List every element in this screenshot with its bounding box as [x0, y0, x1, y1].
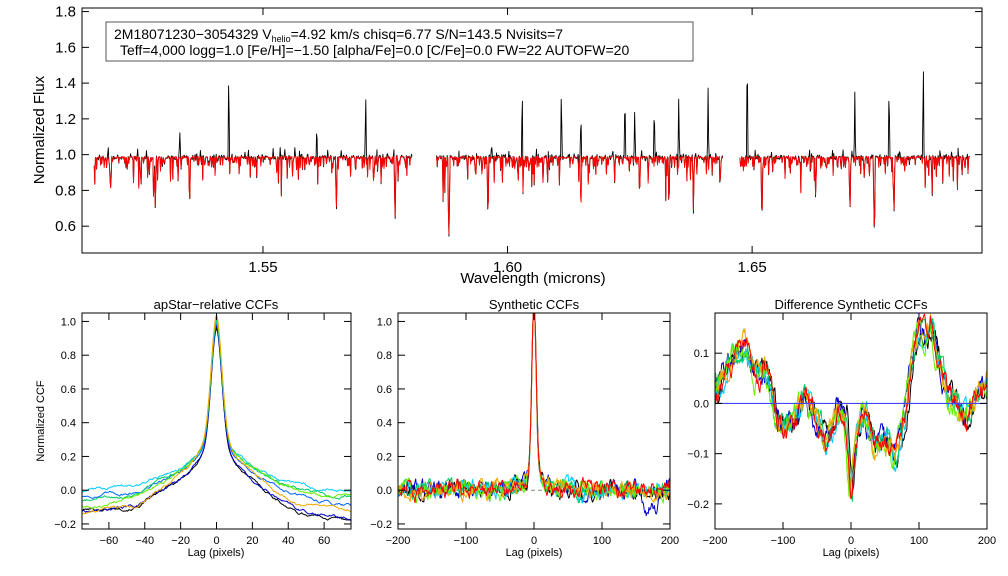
spectrum-synthetic-chip-1 — [93, 155, 413, 217]
synthetic-ccf-ytick-label: 0.2 — [377, 451, 392, 463]
synthetic-ccf-xtick-label: 200 — [661, 535, 679, 547]
spectrum-y-label: Normalized Flux — [31, 75, 48, 184]
apstar-ccf-y-label: Normalized CCF — [35, 380, 47, 462]
annotation-line-1: 2M18071230−3054329 Vhelio=4.92 km/s chis… — [114, 26, 563, 44]
diff-ccf-title: Difference Synthetic CCFs — [775, 297, 928, 312]
apstar-ccf-ytick-label: −0.2 — [54, 519, 76, 531]
spectrum-annotation: 2M18071230−3054329 Vhelio=4.92 km/s chis… — [105, 21, 694, 62]
diff-ccf-ytick-label: 0.0 — [694, 398, 709, 410]
annotation-line-1-post: =4.92 km/s chisq=6.77 S/N=143.5 Nvisits=… — [291, 26, 564, 42]
diff-ccf-ytick-label: 0.1 — [694, 348, 709, 360]
apstar-ccf-xtick-label: 40 — [282, 535, 294, 547]
apstar-ccf-ytick-label: 1.0 — [61, 316, 76, 328]
spectrum-ytick-label: 0.8 — [55, 182, 76, 199]
synthetic-ccf-ticks: −200 −100 0 100 200 −0.2 0.0 0.2 0.4 0.6 0.8 1.0 — [370, 313, 679, 547]
apstar-ccf-series-4 — [81, 320, 352, 493]
synthetic-ccf-xtick-label: −100 — [454, 535, 479, 547]
synthetic-ccf-ytick-label: 0.8 — [377, 350, 392, 362]
apstar-ccf-xtick-label: 20 — [246, 535, 258, 547]
diff-ccf-xtick-label: 200 — [978, 535, 996, 547]
apstar-ccf-series-1 — [81, 327, 352, 522]
synthetic-ccf-xtick-label: −200 — [386, 535, 411, 547]
diff-ccf-series-7 — [714, 313, 988, 500]
synthetic-ccf-ytick-label: 0.6 — [377, 384, 392, 396]
annotation-line-1-pre: 2M18071230−3054329 V — [114, 26, 272, 42]
apstar-ccf-ytick-label: 0.4 — [61, 418, 76, 430]
synthetic-ccf-ytick-label: 1.0 — [377, 316, 392, 328]
apstar-ccf-ticks: −60 −40 −20 0 20 40 60 −0.2 0.0 0.2 0.4 0.6 0.8 1.0 — [54, 313, 351, 547]
apstar-ccf-xtick-label: −40 — [135, 535, 154, 547]
synthetic-ccf-ytick-label: 0.4 — [377, 418, 392, 430]
synthetic-ccf-title: Synthetic CCFs — [489, 297, 580, 312]
spectrum-ytick-label: 1.4 — [55, 75, 76, 92]
spectrum-ytick-label: 1.0 — [55, 147, 76, 164]
diff-ccf-ytick-label: −0.1 — [687, 449, 709, 461]
spectrum-synthetic-chip-3 — [739, 155, 970, 227]
apstar-ccf-x-label: Lag (pixels) — [188, 547, 245, 559]
synthetic-ccf-xtick-label: 0 — [531, 535, 537, 547]
spectrum-ytick-label: 1.8 — [55, 4, 76, 21]
diff-ccf-xtick-label: −100 — [771, 535, 796, 547]
synthetic-ccf-x-label: Lag (pixels) — [506, 547, 563, 559]
apstar-ccf-xtick-label: 0 — [213, 535, 219, 547]
apstar-ccf-xtick-label: 60 — [318, 535, 330, 547]
spectrum-ytick-label: 1.6 — [55, 39, 76, 56]
apstar-ccf-ytick-label: 0.0 — [61, 485, 76, 497]
apstar-ccf-xtick-label: −60 — [100, 535, 119, 547]
spectrum-ytick-label: 0.6 — [55, 218, 76, 235]
diff-ccf-x-label: Lag (pixels) — [823, 547, 880, 559]
apstar-ccf-panel: apStar−relative CCFs −60 −40 −20 0 20 40 60 −0.… — [35, 297, 352, 559]
spectrum-x-label: Wavelength (microns) — [460, 270, 605, 287]
synthetic-ccf-ytick-label: 0.0 — [377, 485, 392, 497]
diff-ccf-xtick-label: 0 — [848, 535, 854, 547]
spectrum-xtick-label: 1.55 — [248, 259, 277, 276]
synthetic-ccf-ytick-label: −0.2 — [370, 519, 392, 531]
spectrum-frame — [81, 7, 983, 254]
diff-ccf-xtick-label: 100 — [910, 535, 928, 547]
annotation-line-2: Teff=4,000 logg=1.0 [Fe/H]=−1.50 [alpha/… — [120, 42, 629, 58]
spectrum-ticks: 1.55 1.60 1.65 0.6 0.8 1.0 1.2 1.4 1.6 1.8 — [55, 4, 982, 276]
spectrum-ytick-label: 1.2 — [55, 111, 76, 128]
annotation-vhelio-subscript: helio — [272, 34, 291, 44]
diff-ccf-panel: Difference Synthetic CCFs −200 −100 0 100 20… — [687, 297, 996, 559]
diff-ccf-ytick-label: −0.2 — [687, 499, 709, 511]
apstar-ccf-series-3 — [81, 323, 352, 506]
diff-ccf-xtick-label: −200 — [703, 535, 728, 547]
spectrum-synthetic-chip-2 — [436, 155, 724, 235]
spectrum-xtick-label: 1.65 — [738, 259, 767, 276]
diff-ccf-ticks: −200 −100 0 100 200 −0.2 −0.1 0.0 0.1 — [687, 313, 996, 547]
apstar-ccf-ytick-label: 0.2 — [61, 451, 76, 463]
apstar-ccf-xtick-label: −20 — [171, 535, 190, 547]
apstar-ccf-ytick-label: 0.8 — [61, 350, 76, 362]
apstar-ccf-title: apStar−relative CCFs — [154, 297, 279, 312]
spectrum-xtick-label: 1.60 — [493, 259, 522, 276]
spectrum-panel: 1.55 1.60 1.65 0.6 0.8 1.0 1.2 1.4 1.6 1.8 2M1807… — [31, 4, 983, 287]
diff-ccf-series-6 — [714, 313, 988, 500]
apstar-ccf-ytick-label: 0.6 — [61, 384, 76, 396]
synthetic-ccf-panel: Synthetic CCFs −200 −100 0 100 200 −0.2 0.0 0.2… — [370, 297, 679, 559]
annotation-box — [105, 21, 694, 62]
diff-ccf-lines — [714, 313, 988, 502]
spectrum-lines — [93, 71, 970, 237]
synthetic-ccf-xtick-label: 100 — [593, 535, 611, 547]
